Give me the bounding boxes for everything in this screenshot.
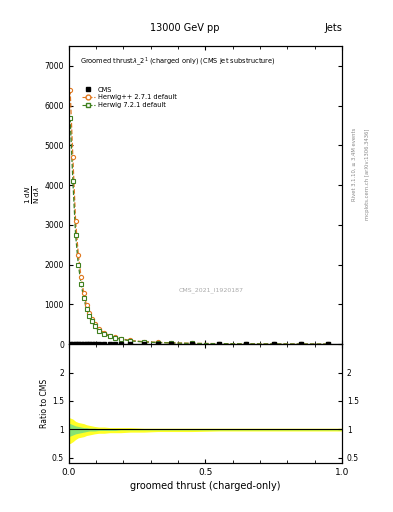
Text: mcplots.cern.ch [arXiv:1306.3436]: mcplots.cern.ch [arXiv:1306.3436]: [365, 128, 371, 220]
Text: Groomed thrust$\lambda$_2$^1$ (charged only) (CMS jet substructure): Groomed thrust$\lambda$_2$^1$ (charged o…: [80, 55, 275, 68]
Y-axis label: Ratio to CMS: Ratio to CMS: [40, 379, 49, 429]
Text: Rivet 3.1.10, ≥ 3.4M events: Rivet 3.1.10, ≥ 3.4M events: [352, 128, 357, 201]
Legend: CMS, Herwig++ 2.7.1 default, Herwig 7.2.1 default: CMS, Herwig++ 2.7.1 default, Herwig 7.2.…: [80, 85, 178, 109]
Text: 13000 GeV pp: 13000 GeV pp: [150, 23, 219, 33]
X-axis label: groomed thrust (charged-only): groomed thrust (charged-only): [130, 481, 281, 492]
Text: Jets: Jets: [324, 23, 342, 33]
Text: CMS_2021_I1920187: CMS_2021_I1920187: [178, 288, 243, 293]
Y-axis label: $\frac{1}{\mathrm{N}}\frac{\mathrm{d}N}{\mathrm{d}\lambda}$: $\frac{1}{\mathrm{N}}\frac{\mathrm{d}N}{…: [23, 186, 42, 204]
